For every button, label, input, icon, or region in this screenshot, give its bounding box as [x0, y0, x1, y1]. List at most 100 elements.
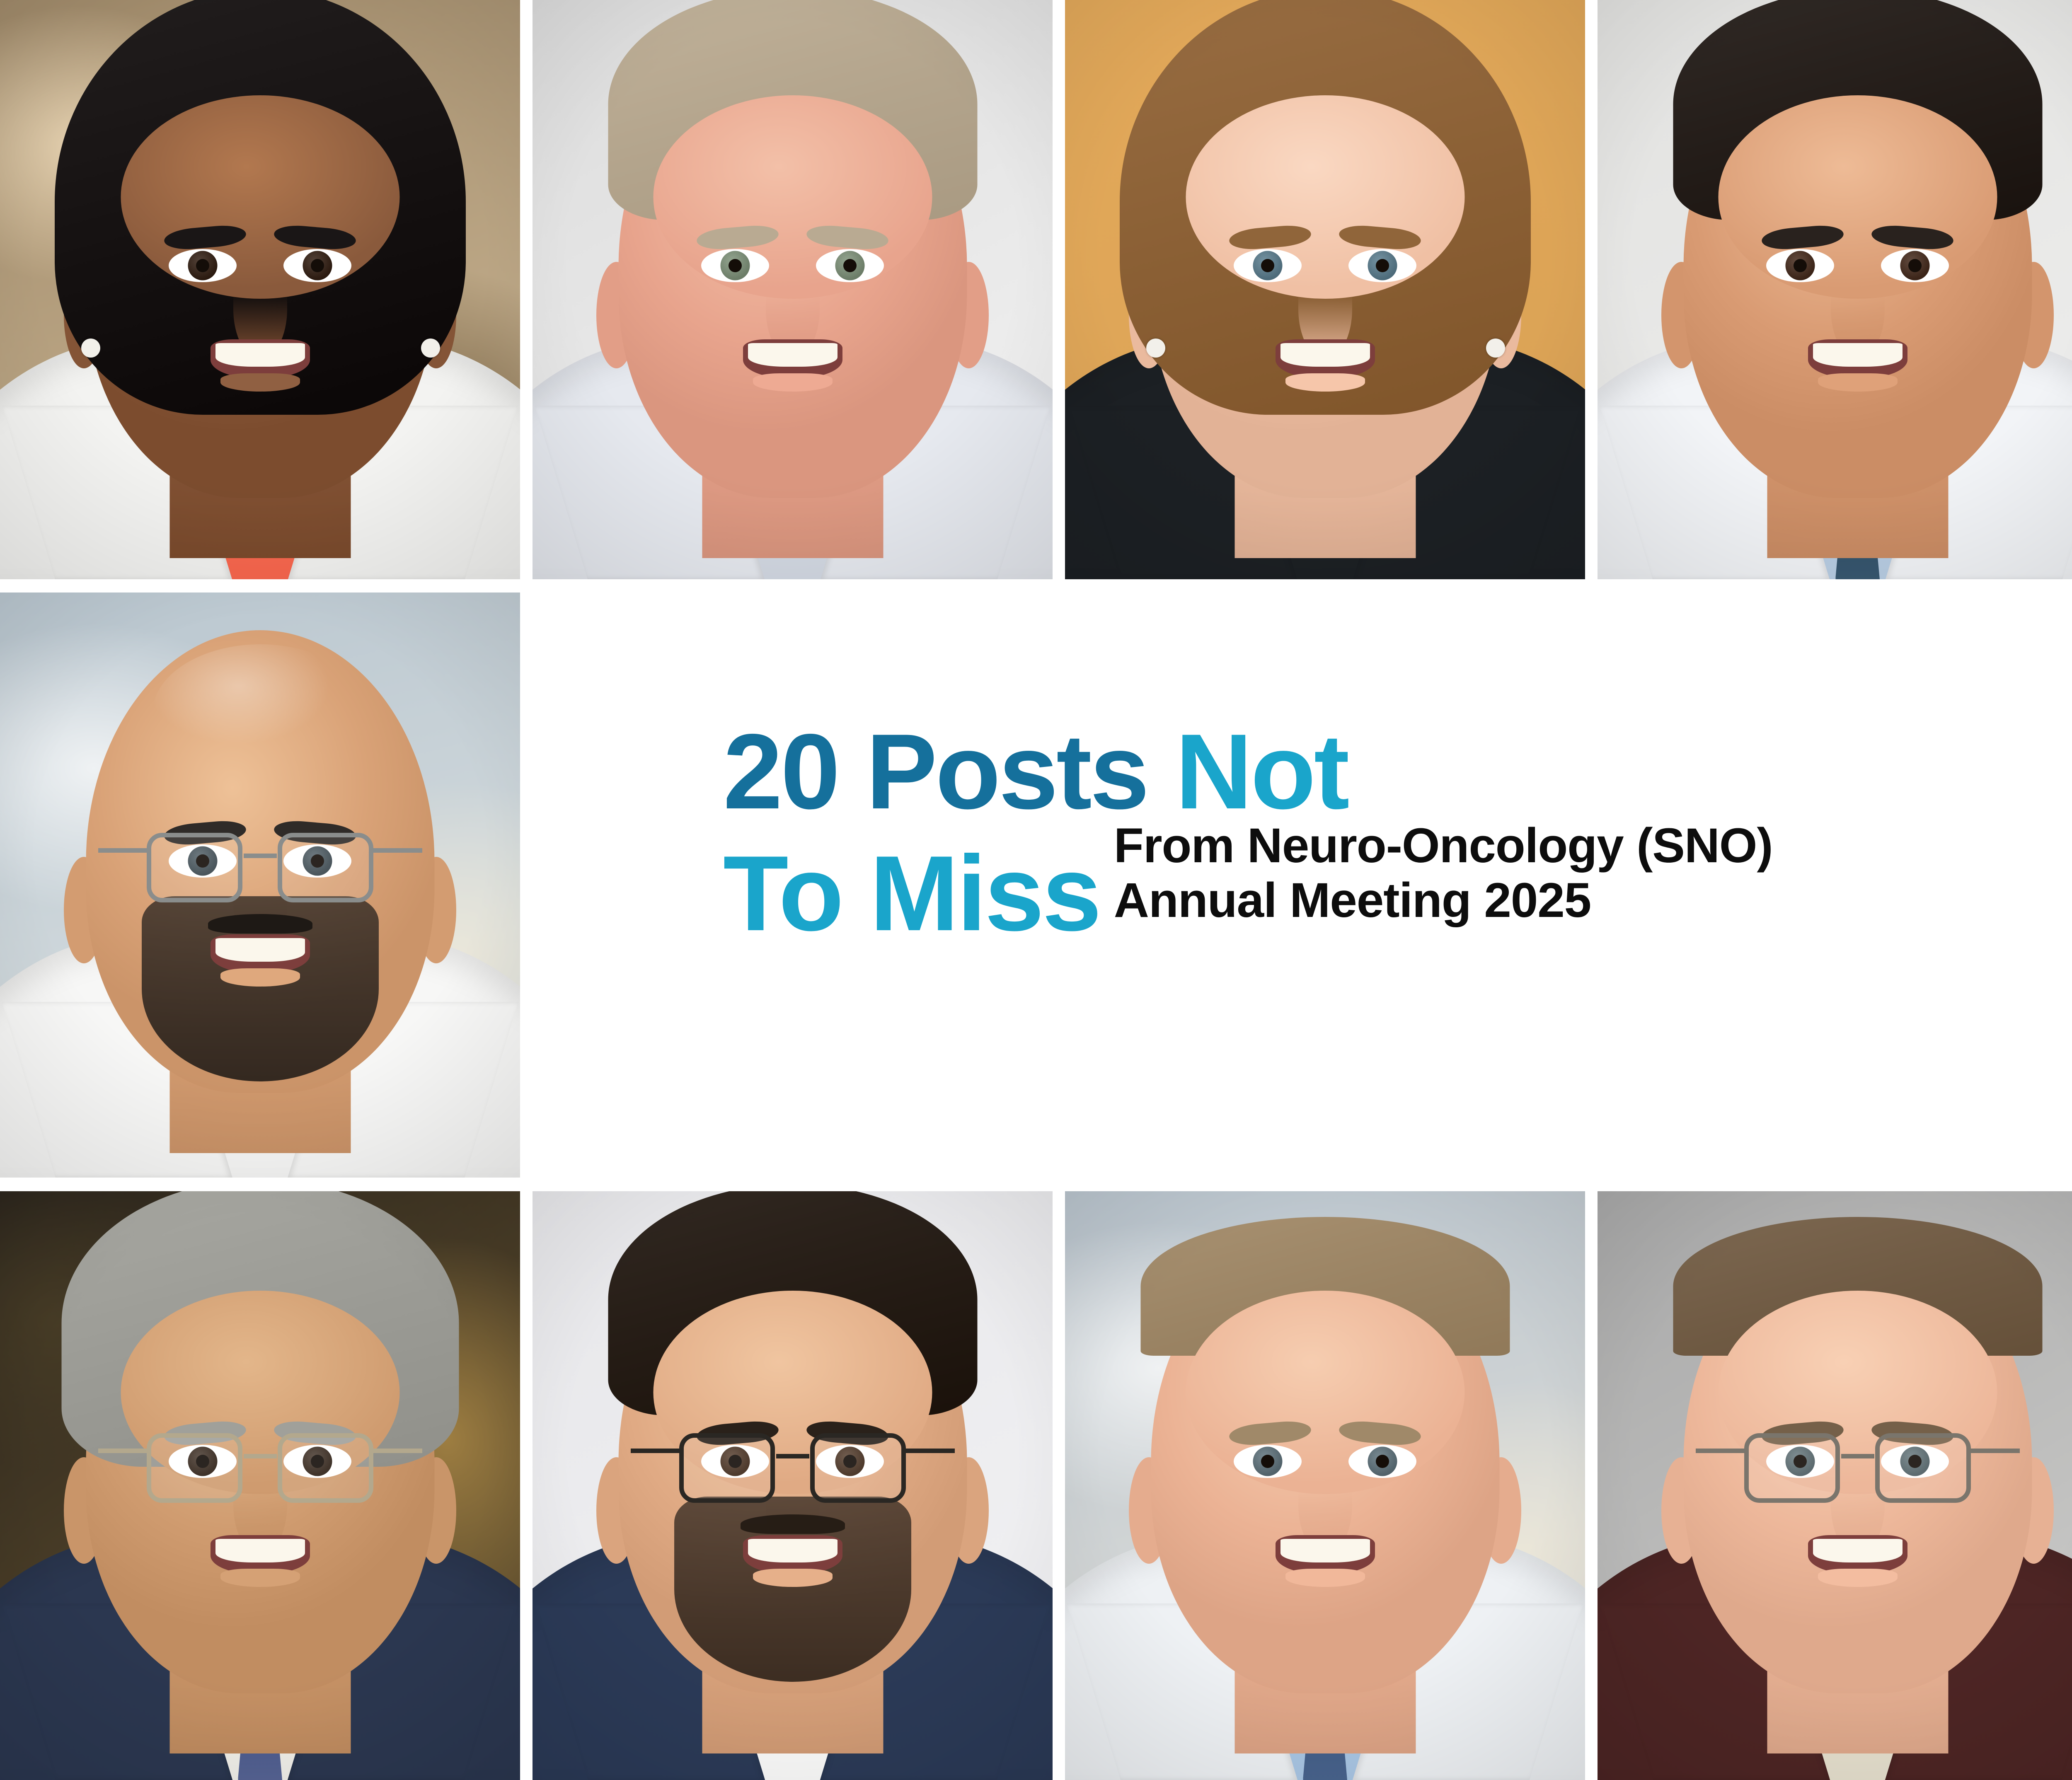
eyeglass-lens-left	[147, 833, 242, 902]
mouth	[1808, 339, 1907, 379]
eyeglass-temple-left	[98, 848, 147, 853]
scalp-highlight	[152, 644, 368, 783]
mouth	[743, 1535, 842, 1574]
title-line-1-dark: 20 Posts	[723, 711, 1176, 831]
pupil-left	[1261, 259, 1274, 272]
mouth	[1808, 1535, 1907, 1574]
lower-lip	[220, 373, 300, 392]
lower-lip	[220, 968, 300, 987]
pupil-right	[1376, 1455, 1389, 1468]
portrait-tile[interactable]	[0, 593, 520, 1178]
eye-right	[283, 1445, 351, 1478]
eye-left	[169, 249, 237, 282]
moustache	[208, 914, 312, 934]
pupil-left	[196, 1455, 209, 1468]
pupil-left	[1794, 1455, 1807, 1468]
pupil-right	[311, 259, 324, 272]
teeth	[748, 343, 838, 367]
portrait-tile[interactable]	[533, 0, 1053, 579]
eyeglass-temple-right	[906, 1449, 955, 1453]
eye-right	[1881, 249, 1949, 282]
eye-left	[169, 844, 237, 878]
pupil-right	[843, 259, 857, 272]
eyeglass-lens-left	[679, 1433, 775, 1503]
portrait-photo	[0, 1191, 520, 1780]
title-banner: 20 Posts Not To Miss From Neuro-Oncology…	[533, 593, 2072, 1178]
pupil-left	[729, 1455, 742, 1468]
eyeglass-lens-right	[1875, 1433, 1971, 1503]
pupil-right	[1376, 259, 1389, 272]
subtitle-line-2: Annual Meeting 2025	[1113, 873, 1591, 928]
eye-right	[283, 844, 351, 878]
teeth	[748, 1539, 838, 1562]
eye-left	[701, 1445, 769, 1478]
eyeglass-temple-left	[631, 1449, 680, 1453]
portrait-tile[interactable]	[1065, 1191, 1585, 1780]
lower-lip	[1285, 1569, 1365, 1587]
mouth	[1275, 339, 1375, 379]
eyeglass-temple-right	[373, 1449, 422, 1453]
eye-right	[283, 249, 351, 282]
portrait-photo	[533, 0, 1053, 579]
eyeglass-lens-right	[278, 833, 373, 902]
portrait-tile[interactable]	[0, 1191, 520, 1780]
mouth	[1275, 1535, 1375, 1574]
title-block: 20 Posts Not To Miss From Neuro-Oncology…	[723, 718, 1773, 953]
pupil-left	[196, 854, 209, 868]
lower-lip	[753, 1569, 833, 1587]
portrait-tile[interactable]	[0, 0, 520, 579]
portrait-photo	[1598, 1191, 2072, 1780]
pupil-right	[311, 1455, 324, 1468]
teeth	[215, 1539, 305, 1562]
pupil-right	[843, 1455, 857, 1468]
eye-left	[701, 249, 769, 282]
eyeglass-bridge	[243, 854, 277, 858]
eyeglass-lens-left	[147, 1433, 242, 1503]
moustache	[740, 1514, 845, 1534]
title-line-2: To Miss	[723, 833, 1101, 953]
teeth	[215, 343, 305, 367]
mouth	[210, 339, 310, 379]
teeth	[215, 938, 305, 962]
portrait-tile[interactable]	[1598, 0, 2072, 579]
eye-right	[816, 249, 884, 282]
portrait-photo	[1598, 0, 2072, 579]
earring-left	[81, 339, 100, 358]
mouth	[210, 1535, 310, 1574]
earring-right	[421, 339, 440, 358]
portrait-tile[interactable]	[1598, 1191, 2072, 1780]
teeth	[1813, 343, 1903, 367]
portrait-photo	[533, 1191, 1053, 1780]
eyeglass-bridge	[1841, 1454, 1874, 1458]
lower-lip	[1285, 373, 1365, 392]
title-line-1: 20 Posts Not	[723, 718, 1773, 825]
eyeglass-bridge	[243, 1454, 277, 1458]
pupil-right	[1908, 1455, 1922, 1468]
eye-right	[1881, 1445, 1949, 1478]
eye-left	[169, 1445, 237, 1478]
eye-right	[1348, 249, 1416, 282]
eye-right	[816, 1445, 884, 1478]
eye-right	[1348, 1445, 1416, 1478]
eyeglass-lens-right	[278, 1433, 373, 1503]
eye-left	[1766, 1445, 1834, 1478]
eye-left	[1766, 249, 1834, 282]
title-line-1-cyan: Not	[1175, 711, 1350, 831]
mouth	[210, 934, 310, 974]
teeth	[1280, 343, 1370, 367]
pupil-right	[311, 854, 324, 868]
pupil-left	[196, 259, 209, 272]
eye-left	[1234, 249, 1302, 282]
eyeglass-temple-right	[1971, 1449, 2020, 1453]
portrait-photo	[1065, 0, 1585, 579]
eyeglass-temple-left	[98, 1449, 147, 1453]
teeth	[1280, 1539, 1370, 1562]
lower-lip	[1818, 1569, 1898, 1587]
eyeglass-lens-left	[1744, 1433, 1840, 1503]
pupil-left	[729, 259, 742, 272]
eyeglass-lens-right	[810, 1433, 906, 1503]
eyeglass-temple-right	[373, 848, 422, 853]
portrait-tile[interactable]	[533, 1191, 1053, 1780]
portrait-tile[interactable]	[1065, 0, 1585, 579]
